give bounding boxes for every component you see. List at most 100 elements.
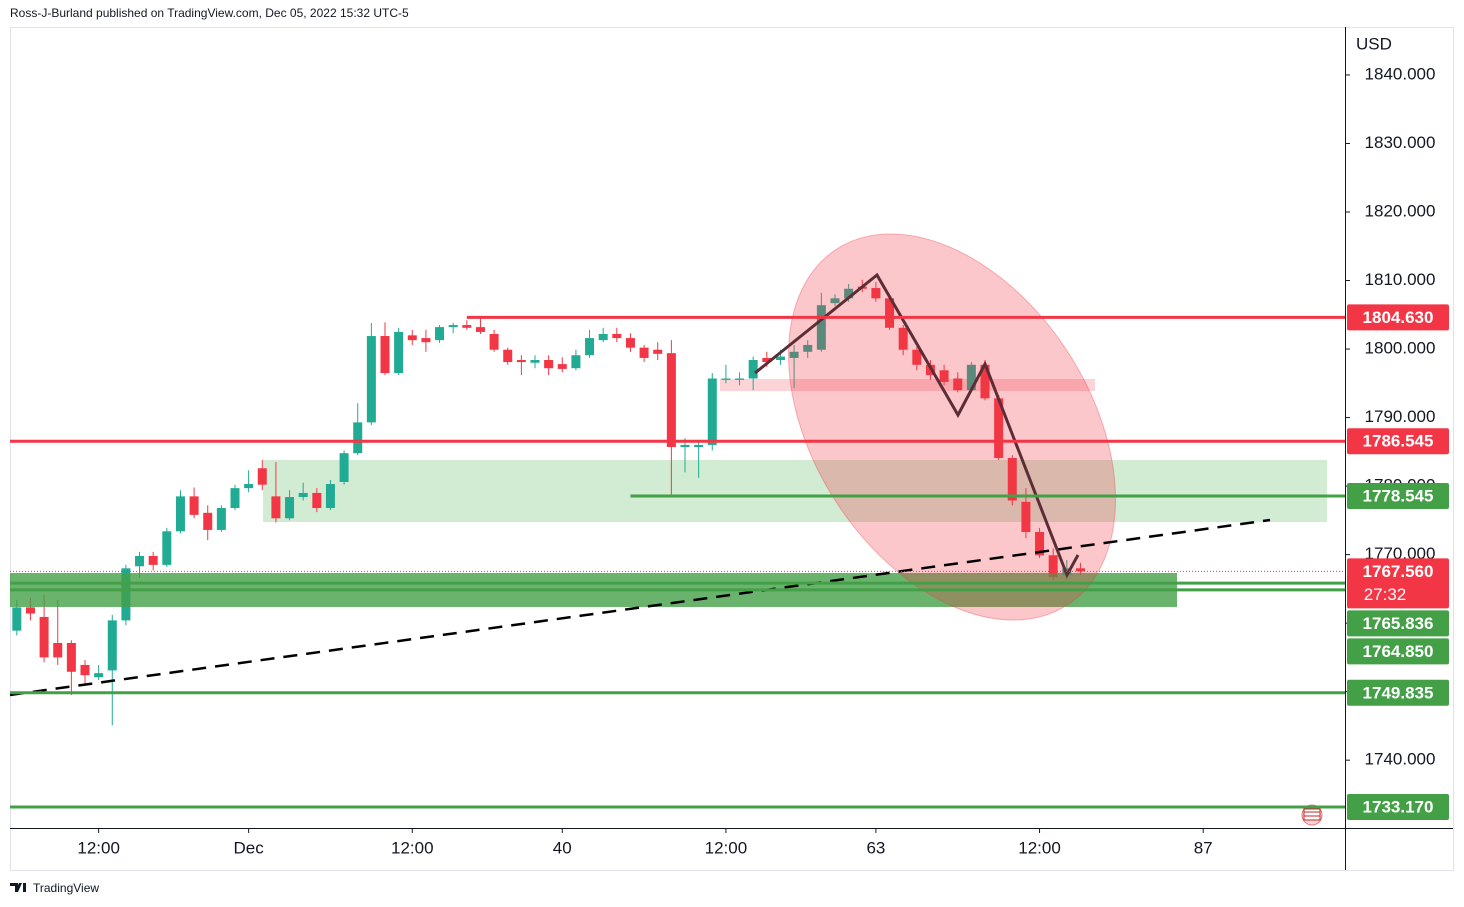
- footer: TradingView: [33, 881, 99, 895]
- candle-body: [557, 364, 567, 369]
- candle-body: [871, 288, 881, 299]
- candle-body: [939, 370, 949, 382]
- x-tick-label: 12:00: [705, 838, 748, 857]
- candle-body: [285, 497, 295, 519]
- highlight-ellipse: [788, 233, 1116, 621]
- candle-body: [475, 327, 485, 332]
- candle-body: [680, 444, 690, 448]
- candle-body: [1021, 501, 1031, 532]
- currency: USD: [1356, 34, 1392, 53]
- level-label-box: [1347, 610, 1449, 637]
- candle-body: [394, 331, 404, 374]
- level-label: 1786.545: [1363, 432, 1434, 451]
- candle-body: [107, 620, 117, 671]
- candle-body: [844, 288, 854, 299]
- candle-body: [721, 378, 731, 380]
- candle-body: [216, 508, 226, 530]
- candle-body: [39, 616, 49, 658]
- candle-body: [489, 333, 499, 350]
- x-tick-label: 87: [1194, 838, 1213, 857]
- flag-icon: [1301, 804, 1323, 826]
- candle-body: [898, 327, 908, 350]
- candle-body: [1035, 531, 1045, 556]
- annotations: [9, 233, 1323, 826]
- x-tick-label: 12:00: [391, 838, 434, 857]
- candle-body: [1075, 568, 1085, 572]
- candle-body: [1048, 555, 1058, 578]
- frame: [10, 27, 1454, 871]
- candle-body: [175, 496, 185, 532]
- candle-body: [421, 338, 431, 343]
- level-label: 1749.835: [1363, 683, 1434, 702]
- candle-body: [571, 355, 581, 369]
- trend-line: [9, 518, 1271, 697]
- x-tick-label: Dec: [234, 838, 265, 857]
- candle-body: [762, 357, 772, 363]
- candle-body: [298, 492, 308, 498]
- candle-body: [162, 531, 172, 565]
- level-label: 1804.630: [1363, 308, 1434, 327]
- y-tick-label: 1810.000: [1365, 270, 1436, 289]
- candle-body: [789, 351, 799, 358]
- candle-body: [803, 344, 813, 352]
- candle-body: [966, 364, 976, 391]
- candle-body: [448, 325, 458, 328]
- candle-body: [53, 642, 63, 658]
- candle-body: [598, 333, 608, 341]
- candle-body: [735, 378, 745, 380]
- level-label-box: [1347, 304, 1449, 331]
- candle-body: [653, 349, 663, 354]
- candle-body: [994, 398, 1004, 458]
- candle-body: [435, 327, 445, 341]
- level-label: 1765.836: [1363, 614, 1434, 633]
- candle-body: [462, 325, 472, 328]
- last-price-label: 1767.560: [1363, 562, 1434, 581]
- candle-body: [25, 607, 35, 614]
- support-zone: [263, 460, 1327, 522]
- x-tick-label: 12:00: [1018, 838, 1061, 857]
- resistance-zone: [720, 379, 1095, 391]
- level-label-box: [1347, 793, 1449, 820]
- candle-body: [257, 468, 267, 485]
- y-tick-label: 1840.000: [1365, 64, 1436, 83]
- candle-body: [625, 338, 635, 348]
- candle-body: [407, 335, 417, 341]
- candle-body: [830, 298, 840, 304]
- candle-body: [544, 360, 554, 369]
- candle-body: [148, 555, 158, 565]
- zigzag-path: [754, 272, 1080, 579]
- x-tick-label: 12:00: [77, 838, 120, 857]
- candle-body: [775, 356, 785, 361]
- header: Ross-J-Burland published on TradingView.…: [10, 6, 409, 20]
- candle-body: [353, 422, 363, 454]
- y-tick-label: 1790.000: [1365, 407, 1436, 426]
- candle-body: [325, 484, 335, 509]
- candle-body: [816, 305, 826, 350]
- x-tick-label: 40: [553, 838, 572, 857]
- candle-body: [312, 492, 322, 509]
- y-tick-label: 1830.000: [1365, 133, 1436, 152]
- candle-body: [203, 512, 213, 530]
- candle-body: [230, 488, 240, 509]
- zones: [263, 379, 1327, 522]
- candle-body: [748, 360, 758, 379]
- last-price-box: [1347, 558, 1449, 609]
- level-label-box: [1347, 638, 1449, 665]
- candle-body: [585, 338, 595, 356]
- candle-body: [12, 607, 22, 631]
- y-tick-label: 1740.000: [1365, 750, 1436, 769]
- candle-body: [80, 664, 90, 676]
- candle-body: [516, 360, 526, 363]
- level-label: 1733.170: [1363, 797, 1434, 816]
- candle-body: [980, 364, 990, 399]
- level-label: 1764.850: [1363, 642, 1434, 661]
- level-label: 1778.545: [1363, 487, 1434, 506]
- level-label-box: [1347, 679, 1449, 706]
- candle-body: [953, 378, 963, 391]
- x-tick-label: 63: [866, 838, 885, 857]
- candle-body: [271, 496, 281, 519]
- candle-body: [707, 378, 717, 445]
